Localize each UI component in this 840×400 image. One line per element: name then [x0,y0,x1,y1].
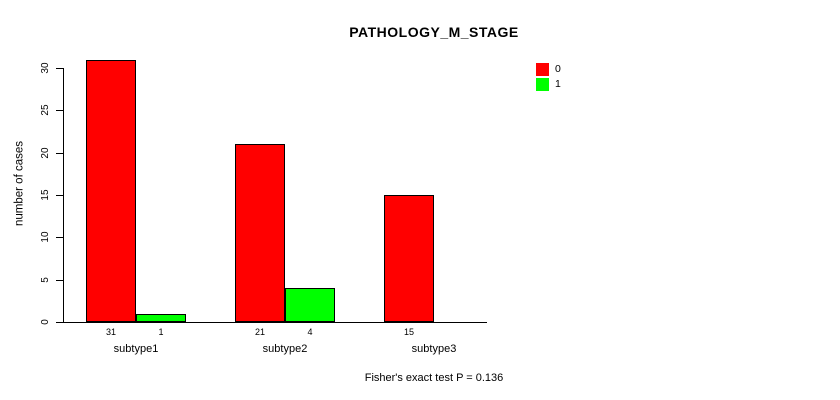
bar-subtype1-series-0 [86,59,136,322]
bar-subtype2-series-1 [285,288,335,322]
bar-value-label: 15 [403,327,414,337]
bar-value-label: 21 [254,327,265,337]
y-axis-label: number of cases [13,141,26,227]
x-axis-baseline [63,322,487,323]
legend-label: 1 [555,78,561,90]
bar-subtype3-series-0 [384,195,434,322]
bar-value-label: 4 [307,327,313,337]
y-axis-tick-label: 5 [40,276,51,283]
bar-subtype2-series-0 [235,144,285,322]
category-label-subtype2: subtype2 [262,343,308,355]
y-axis-tick-label: 10 [40,231,51,243]
y-axis-tick-label: 0 [40,319,51,325]
y-axis-tick-label: 20 [40,147,51,159]
bar-value-label: 31 [105,327,116,337]
legend-row: 0 [536,63,561,76]
legend-label: 0 [555,63,561,75]
category-label-subtype1: subtype1 [113,343,159,355]
y-axis-tick [56,110,63,112]
y-axis-tick-label: 25 [40,104,51,116]
y-axis-tick [56,237,63,239]
fisher-test-caption: Fisher's exact test P = 0.136 [364,372,504,384]
legend-row: 1 [536,78,561,91]
chart-title: PATHOLOGY_M_STAGE [349,24,519,40]
y-axis-tick-label: 30 [40,62,51,74]
y-axis-tick [56,279,63,281]
legend-swatch-1 [536,78,549,91]
y-axis-tick [56,152,63,154]
y-axis-tick-label: 15 [40,189,51,201]
y-axis-line [63,68,64,323]
y-axis-tick [56,322,63,323]
y-axis-tick [56,68,63,69]
bar-subtype1-series-1 [136,313,186,322]
bar-value-label: 1 [158,327,164,337]
y-axis-tick [56,195,63,196]
category-label-subtype3: subtype3 [411,343,457,355]
legend-swatch-0 [536,63,549,76]
